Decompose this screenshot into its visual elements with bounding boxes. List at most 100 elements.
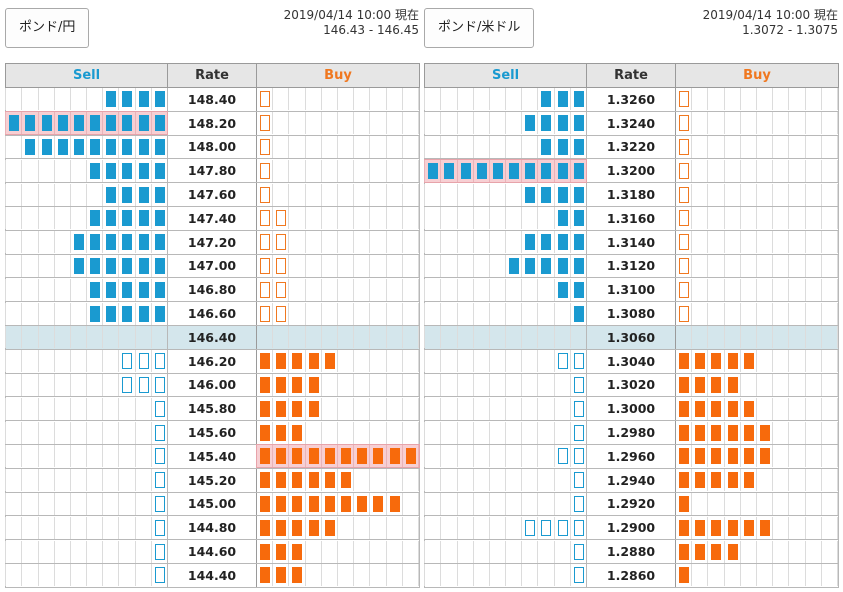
grid-cell xyxy=(273,540,290,563)
grid-cell xyxy=(692,350,709,373)
grid-cell xyxy=(789,469,806,492)
grid-cell xyxy=(822,397,838,420)
grid-cell xyxy=(102,516,118,539)
grid-cell xyxy=(53,302,70,325)
grid-cell xyxy=(21,421,37,444)
grid-cell xyxy=(387,207,403,230)
buy-bar-group xyxy=(257,112,419,135)
grid-cell xyxy=(569,350,586,373)
grid-cell xyxy=(424,112,440,135)
grid-cell xyxy=(676,159,693,182)
buy-order-block xyxy=(292,543,303,560)
grid-cell xyxy=(537,445,553,468)
grid-cell xyxy=(21,492,37,515)
buy-cell xyxy=(675,229,839,255)
buy-order-block xyxy=(276,519,287,536)
grid-cell xyxy=(37,421,54,444)
sell-order-block xyxy=(154,567,165,584)
grid-cell xyxy=(257,397,274,420)
sell-order-block xyxy=(573,234,584,251)
grid-cell xyxy=(569,373,586,396)
grid-cell xyxy=(537,469,553,492)
rate-value: 148.00 xyxy=(167,134,257,160)
grid-cell xyxy=(306,397,322,420)
grid-cell xyxy=(488,112,505,135)
sell-order-block xyxy=(122,305,133,322)
grid-cell xyxy=(21,302,37,325)
grid-cell xyxy=(102,326,118,349)
grid-cell xyxy=(21,278,37,301)
rate-value: 144.40 xyxy=(167,562,257,588)
grid-cell xyxy=(456,159,473,182)
sell-bar-group xyxy=(5,421,167,444)
grid-cell xyxy=(118,564,134,587)
order-row: 1.2920 xyxy=(424,491,839,517)
grid-cell xyxy=(370,278,387,301)
grid-cell xyxy=(488,445,505,468)
order-book-table: Sell Rate Buy 148.40 148.20 148.00 147.80 14… xyxy=(5,63,420,588)
buy-order-block xyxy=(276,543,287,560)
order-row: 147.60 xyxy=(5,182,420,207)
grid-cell xyxy=(370,112,387,135)
grid-cell xyxy=(5,207,21,230)
grid-cell xyxy=(424,397,440,420)
grid-cell xyxy=(472,350,489,373)
grid-cell xyxy=(757,112,774,135)
buy-bar-group xyxy=(676,445,838,468)
grid-cell xyxy=(822,445,838,468)
grid-cell xyxy=(725,421,741,444)
grid-cell xyxy=(257,207,274,230)
grid-cell xyxy=(521,373,537,396)
grid-cell xyxy=(5,445,21,468)
sell-order-block xyxy=(90,210,101,227)
grid-cell xyxy=(440,302,456,325)
grid-cell xyxy=(403,207,419,230)
grid-cell xyxy=(741,397,757,420)
order-row: 1.2960 xyxy=(424,443,839,469)
grid-cell xyxy=(741,492,757,515)
grid-cell xyxy=(773,135,790,158)
order-row: 1.3180 xyxy=(424,182,839,207)
sell-order-block xyxy=(138,210,149,227)
grid-cell xyxy=(53,421,70,444)
grid-cell xyxy=(676,492,693,515)
grid-cell xyxy=(403,445,419,468)
grid-cell xyxy=(505,231,521,254)
grid-cell xyxy=(692,231,709,254)
sell-order-block xyxy=(73,257,84,274)
buy-order-block xyxy=(276,257,287,274)
order-row: 1.3120 xyxy=(424,253,839,279)
grid-cell xyxy=(569,254,586,277)
buy-order-block xyxy=(373,495,384,512)
grid-cell xyxy=(773,397,790,420)
buy-order-block xyxy=(260,138,270,155)
pair-button-gbpusd[interactable]: ポンド/米ドル xyxy=(424,8,535,48)
grid-cell xyxy=(102,397,118,420)
grid-cell xyxy=(69,469,86,492)
buy-cell xyxy=(675,324,839,350)
grid-cell xyxy=(5,397,21,420)
sell-order-block xyxy=(557,186,568,203)
buy-order-block xyxy=(695,400,706,417)
grid-cell xyxy=(789,135,806,158)
grid-cell xyxy=(488,254,505,277)
grid-cell xyxy=(86,88,102,111)
sell-order-block xyxy=(573,567,584,584)
grid-cell xyxy=(757,278,774,301)
order-row: 146.00 xyxy=(5,372,420,398)
buy-order-block xyxy=(695,543,706,560)
grid-cell xyxy=(387,254,403,277)
pair-button-gbpjpy[interactable]: ポンド/円 xyxy=(5,8,90,48)
buy-order-block xyxy=(292,376,303,393)
grid-cell xyxy=(257,135,274,158)
grid-cell xyxy=(472,445,489,468)
grid-cell xyxy=(569,135,586,158)
grid-cell xyxy=(21,397,37,420)
grid-cell xyxy=(69,254,86,277)
grid-cell xyxy=(472,516,489,539)
grid-cell xyxy=(118,278,134,301)
grid-cell xyxy=(69,278,86,301)
grid-cell xyxy=(488,350,505,373)
grid-cell xyxy=(21,350,37,373)
grid-cell xyxy=(773,278,790,301)
